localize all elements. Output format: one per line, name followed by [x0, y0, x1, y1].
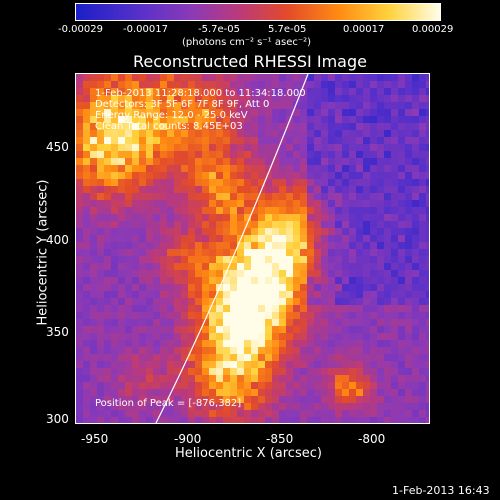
plot-title: Reconstructed RHESSI Image [133, 52, 367, 71]
y-tick: 300 [46, 412, 69, 426]
y-tick: 450 [46, 140, 69, 154]
x-tick: -800 [358, 432, 386, 446]
info-detectors: Detectors: 3F 5F 6F 7F 8F 9F, Att 0 [95, 99, 270, 110]
x-axis-label: Heliocentric X (arcsec) [175, 446, 322, 461]
colorbar-tick: 0.00017 [343, 24, 385, 35]
colorbar-tick: -5.7e-05 [198, 24, 240, 35]
colorbar-units: (photons cm⁻² s⁻¹ asec⁻²) [182, 37, 312, 48]
solar-limb-line [155, 74, 309, 423]
colorbar-tick: -0.00029 [58, 24, 103, 35]
image-plot: 1-Feb-2013 11:28:18.000 to 11:34:18.000 … [75, 73, 430, 424]
heatmap-image [76, 74, 429, 423]
info-energy: Energy Range: 12.0 - 25.0 keV [95, 110, 248, 121]
y-tick: 350 [46, 325, 69, 339]
y-axis-label: Heliocentric Y (arcsec) [35, 179, 51, 326]
y-tick: 400 [46, 233, 69, 247]
date-stamp: 1-Feb-2013 16:43 [392, 484, 490, 497]
info-time: 1-Feb-2013 11:28:18.000 to 11:34:18.000 [95, 88, 306, 99]
colorbar-tick: 0.00029 [412, 24, 454, 35]
x-tick: -850 [266, 432, 294, 446]
colorbar [75, 3, 441, 21]
peak-position: Position of Peak = [-876,382] [95, 398, 242, 409]
x-tick: -900 [174, 432, 202, 446]
x-tick: -950 [81, 432, 109, 446]
colorbar-tick: -0.00017 [123, 24, 168, 35]
colorbar-tick: 5.7e-05 [268, 24, 307, 35]
info-clean: Clean Total counts: 8.45E+03 [95, 121, 243, 132]
